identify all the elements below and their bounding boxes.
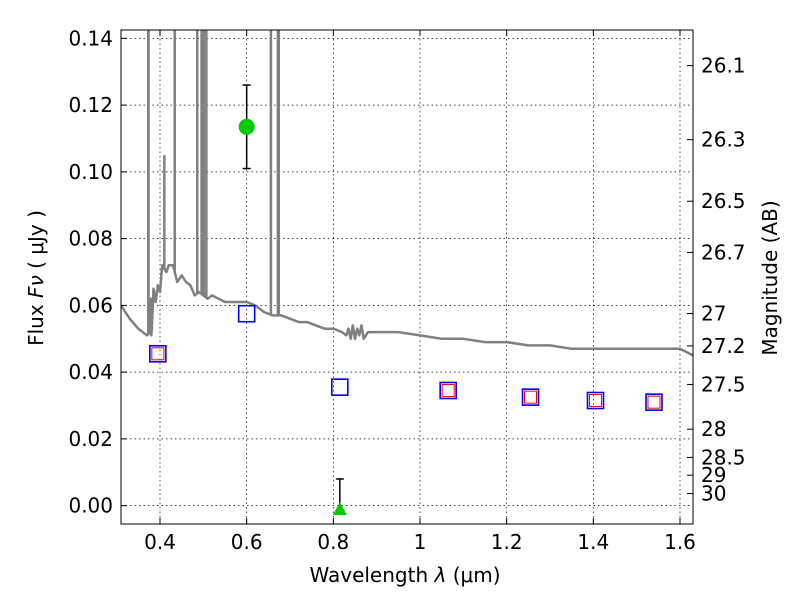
x-tick-label: 0.6 [231, 530, 263, 554]
x-tick-label: 1.4 [577, 530, 609, 554]
x-tick-label: 1 [414, 530, 427, 554]
plot-frame [120, 29, 694, 525]
y-axis-title: Flux Fν ( μJy ) [24, 210, 48, 346]
model-photometry-marker [149, 344, 167, 363]
magnitude-tick-label: 26.7 [701, 240, 746, 264]
model-photometry-marker [237, 304, 256, 323]
model-photometry-marker [521, 388, 540, 406]
observed-flux-marker [589, 394, 602, 407]
x-axis: 0.4 0.6 0.8 1 1.2 1.4 1.6 [144, 30, 696, 554]
observed-flux-marker [647, 395, 661, 409]
sed-model-line [121, 264, 693, 357]
plot-area [121, 30, 693, 515]
y-tick-label: 0.06 [68, 293, 113, 317]
x-tick-label: 0.4 [144, 530, 176, 554]
upper-limit-marker [332, 501, 347, 515]
magnitude-tick-label: 29 [701, 463, 726, 487]
y-tick-label: 0.08 [68, 227, 113, 251]
x-tick-label: 1.6 [664, 530, 696, 554]
observed-flux-marker [151, 347, 165, 361]
magnitude-tick-label: 27.2 [701, 334, 746, 358]
y-tick-label: 0.10 [68, 160, 113, 184]
x-tick-label: 0.8 [317, 530, 349, 554]
magnitude-tick-label: 27.5 [701, 372, 746, 396]
right-axis-title: Magnitude (AB) [758, 200, 782, 355]
y-tick-label: 0.04 [68, 360, 113, 384]
magnitude-tick-label: 26.5 [701, 189, 746, 213]
x-tick-label: 1.2 [491, 530, 523, 554]
y-tick-label: 0.12 [68, 93, 113, 117]
model-photometry-marker [645, 393, 663, 411]
model-photometry-marker [586, 391, 605, 410]
detection-marker [238, 118, 255, 135]
magnitude-tick-label: 30 [701, 482, 726, 506]
magnitude-tick-label: 28 [701, 417, 726, 441]
x-axis-title: Wavelength λ (μm) [309, 563, 500, 587]
y-tick-label: 0.14 [68, 26, 113, 50]
y-tick-label: 0.02 [68, 427, 113, 451]
y-tick-label: 0.00 [68, 494, 113, 518]
magnitude-tick-label: 27 [701, 302, 726, 326]
grid [121, 30, 693, 524]
magnitude-tick-label: 28.5 [701, 445, 746, 469]
magnitude-tick-label: 26.3 [701, 128, 746, 152]
model-photometry-marker [439, 381, 457, 400]
y-axis: 0.00 0.02 0.04 0.06 0.08 0.10 0.12 0.14 [68, 26, 127, 518]
model-photometry-marker [331, 378, 349, 396]
observed-flux-marker [441, 383, 455, 397]
observed-flux-marker [524, 390, 537, 404]
magnitude-tick-label: 26.1 [701, 54, 746, 78]
